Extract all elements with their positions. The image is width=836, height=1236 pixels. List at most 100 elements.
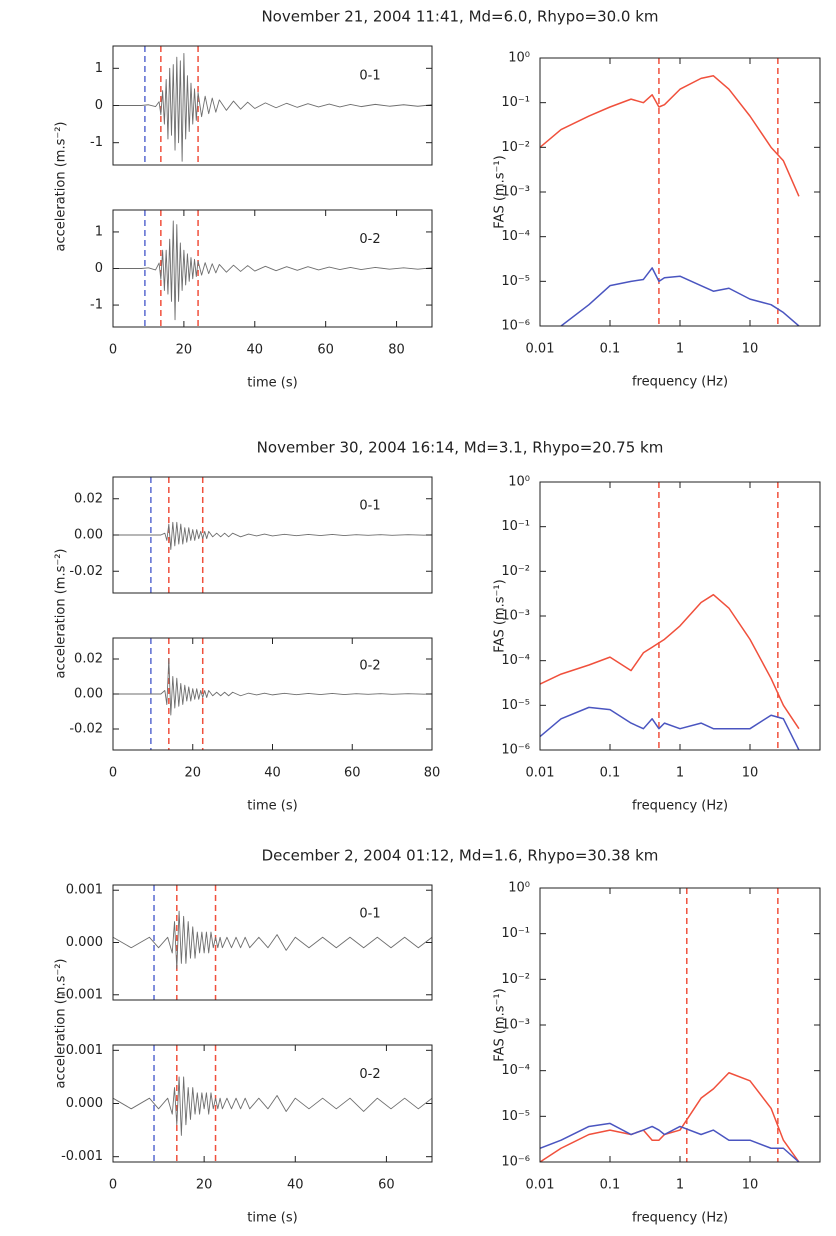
x-tick-label: 80	[388, 343, 405, 358]
data-line	[113, 220, 432, 321]
panel-label: 0-2	[359, 1067, 380, 1082]
x-tick-label: 0.01	[526, 766, 555, 781]
chart-title: November 30, 2004 16:14, Md=3.1, Rhypo=2…	[257, 439, 664, 457]
panel-label: 0-2	[359, 659, 380, 674]
y-tick-label: 0.02	[74, 652, 103, 667]
y-tick-label: 10⁻²	[501, 564, 530, 579]
x-tick-label: 0.1	[600, 342, 621, 357]
x-tick-label: 60	[378, 1178, 395, 1193]
data-line	[560, 267, 800, 326]
y-tick-label: 10⁻³	[501, 1018, 530, 1033]
x-tick-label: 0	[109, 343, 117, 358]
x-tick-label: 0.1	[600, 766, 621, 781]
y-tick-label: 0.000	[66, 1096, 103, 1111]
x-tick-label: 0	[109, 766, 117, 781]
y-axis-label: acceleration (m.s⁻²)	[54, 549, 69, 679]
panel	[113, 885, 432, 1000]
panel-label: 0-1	[359, 499, 380, 514]
y-tick-label: -0.001	[61, 1149, 103, 1164]
chart-title: December 2, 2004 01:12, Md=1.6, Rhypo=30…	[262, 847, 659, 865]
y-tick-label: 0.001	[66, 1043, 103, 1058]
x-tick-label: 40	[247, 343, 264, 358]
panel	[540, 888, 800, 1162]
y-tick-label: 10⁻¹	[501, 519, 530, 534]
x-tick-label: 10	[742, 766, 759, 781]
y-tick-label: 10⁻³	[501, 185, 530, 200]
chart-title: November 21, 2004 11:41, Md=6.0, Rhypo=3…	[261, 8, 658, 26]
y-tick-label: 0	[95, 261, 103, 276]
data-line	[540, 1122, 800, 1162]
x-tick-label: 20	[184, 766, 201, 781]
y-tick-label: -0.02	[69, 564, 103, 579]
y-tick-label: 0.02	[74, 491, 103, 506]
x-tick-label: 1	[676, 766, 684, 781]
y-tick-label: 10⁻³	[501, 609, 530, 624]
panel	[540, 58, 800, 326]
data-line	[113, 658, 432, 716]
y-tick-label: 10⁰	[508, 881, 530, 896]
x-tick-label: 40	[264, 766, 281, 781]
y-tick-label: 0	[95, 98, 103, 113]
y-tick-label: -1	[90, 298, 103, 313]
y-tick-label: 10⁻⁵	[501, 698, 530, 713]
x-tick-label: 0	[109, 1178, 117, 1193]
x-tick-label: 10	[742, 342, 759, 357]
y-tick-label: 10⁻⁵	[501, 1109, 530, 1124]
data-line	[540, 1072, 800, 1162]
y-tick-label: 10⁻⁶	[501, 1155, 530, 1170]
x-axis-label: time (s)	[247, 1211, 297, 1226]
y-tick-label: -0.02	[69, 722, 103, 737]
y-tick-label: -1	[90, 135, 103, 150]
y-tick-label: 10⁻⁵	[501, 274, 530, 289]
data-line	[540, 75, 800, 197]
panel-label: 0-2	[359, 232, 380, 247]
panel	[113, 1045, 432, 1162]
data-line	[113, 910, 432, 970]
panel-label: 0-1	[359, 68, 380, 83]
y-tick-label: 10⁻²	[501, 140, 530, 155]
data-line	[113, 521, 432, 550]
data-line	[113, 52, 432, 162]
panel	[113, 46, 432, 165]
y-tick-label: 0.000	[66, 935, 103, 950]
y-tick-label: 10⁰	[508, 475, 530, 490]
x-tick-label: 0.01	[526, 1178, 555, 1193]
x-axis-label: time (s)	[247, 799, 297, 814]
x-tick-label: 60	[317, 343, 334, 358]
y-tick-label: 10⁻⁶	[501, 319, 530, 334]
data-line	[113, 1076, 432, 1136]
y-axis-label: FAS (m.s⁻¹)	[493, 579, 508, 652]
y-tick-label: 10⁻⁴	[501, 1063, 530, 1078]
y-tick-label: 10⁻¹	[501, 926, 530, 941]
data-line	[540, 706, 800, 750]
x-tick-label: 1	[676, 1178, 684, 1193]
x-tick-label: 20	[196, 1178, 213, 1193]
y-tick-label: 10⁻⁶	[501, 743, 530, 758]
x-axis-label: frequency (Hz)	[632, 375, 728, 390]
y-tick-label: 0.00	[74, 687, 103, 702]
panel-label: 0-1	[359, 906, 380, 921]
x-tick-label: 1	[676, 342, 684, 357]
panel	[113, 638, 432, 750]
y-axis-label: acceleration (m.s⁻²)	[54, 122, 69, 252]
y-tick-label: 10⁻¹	[501, 95, 530, 110]
x-tick-label: 20	[176, 343, 193, 358]
panel	[540, 482, 800, 750]
x-tick-label: 40	[287, 1178, 304, 1193]
y-axis-label: acceleration (m.s⁻²)	[54, 959, 69, 1089]
panel	[113, 477, 432, 593]
x-axis-label: frequency (Hz)	[632, 799, 728, 814]
y-tick-label: 10⁰	[508, 51, 530, 66]
x-tick-label: 80	[424, 766, 441, 781]
x-axis-label: time (s)	[247, 376, 297, 391]
y-tick-label: 1	[95, 224, 103, 239]
data-line	[540, 593, 800, 730]
y-tick-label: 10⁻²	[501, 972, 530, 987]
y-tick-label: 10⁻⁴	[501, 229, 530, 244]
y-axis-label: FAS (m.s⁻¹)	[493, 988, 508, 1061]
y-tick-label: 0.00	[74, 528, 103, 543]
y-tick-label: 10⁻⁴	[501, 653, 530, 668]
x-tick-label: 10	[742, 1178, 759, 1193]
